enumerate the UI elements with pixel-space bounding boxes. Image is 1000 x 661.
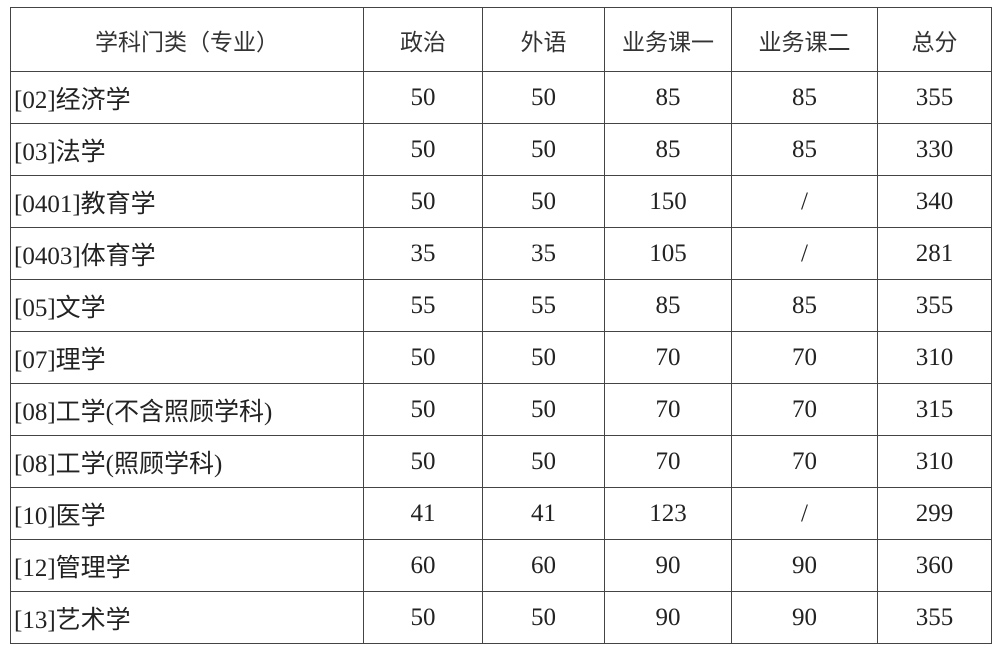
cell-course-2: 70: [731, 331, 878, 384]
cell-course-2: /: [731, 487, 878, 540]
cell-discipline: [08]工学(照顾学科): [10, 435, 364, 488]
cell-course-1: 85: [604, 279, 732, 332]
cell-discipline: [03]法学: [10, 123, 364, 176]
cell-politics: 55: [363, 279, 483, 332]
cell-total: 360: [877, 539, 992, 592]
cell-foreign-language: 50: [482, 123, 605, 176]
cell-discipline: [13]艺术学: [10, 591, 364, 644]
cell-foreign-language: 55: [482, 279, 605, 332]
header-discipline: 学科门类（专业）: [10, 7, 364, 72]
cell-discipline: [12]管理学: [10, 539, 364, 592]
cell-total: 281: [877, 227, 992, 280]
cell-foreign-language: 50: [482, 435, 605, 488]
table-row: [13]艺术学 50 50 90 90 355: [10, 591, 992, 644]
cell-course-1: 70: [604, 331, 732, 384]
cell-politics: 50: [363, 175, 483, 228]
cell-course-2: /: [731, 227, 878, 280]
cell-politics: 60: [363, 539, 483, 592]
cell-politics: 50: [363, 71, 483, 124]
cell-total: 355: [877, 279, 992, 332]
cell-politics: 50: [363, 123, 483, 176]
header-politics: 政治: [363, 7, 483, 72]
cell-discipline: [10]医学: [10, 487, 364, 540]
cell-course-2: 85: [731, 123, 878, 176]
cell-course-1: 85: [604, 71, 732, 124]
header-course-2: 业务课二: [731, 7, 878, 72]
header-row: 学科门类（专业） 政治 外语 业务课一 业务课二 总分: [10, 7, 992, 72]
cell-discipline: [0403]体育学: [10, 227, 364, 280]
table-row: [05]文学 55 55 85 85 355: [10, 279, 992, 332]
table-row: [03]法学 50 50 85 85 330: [10, 123, 992, 176]
cell-discipline: [08]工学(不含照顾学科): [10, 383, 364, 436]
cell-course-1: 105: [604, 227, 732, 280]
cell-foreign-language: 50: [482, 383, 605, 436]
table-row: [02]经济学 50 50 85 85 355: [10, 71, 992, 124]
table-row: [10]医学 41 41 123/299: [10, 487, 992, 540]
table-row: [07]理学 50 50 70 70 310: [10, 331, 992, 384]
table-row: [0403]体育学 35 35 105/281: [10, 227, 992, 280]
cell-foreign-language: 50: [482, 175, 605, 228]
cell-foreign-language: 35: [482, 227, 605, 280]
cell-foreign-language: 41: [482, 487, 605, 540]
cell-politics: 50: [363, 331, 483, 384]
header-course-1: 业务课一: [604, 7, 732, 72]
cell-foreign-language: 60: [482, 539, 605, 592]
cell-politics: 50: [363, 383, 483, 436]
cell-total: 340: [877, 175, 992, 228]
cell-total: 310: [877, 435, 992, 488]
cell-course-2: 90: [731, 591, 878, 644]
cell-foreign-language: 50: [482, 591, 605, 644]
cell-total: 310: [877, 331, 992, 384]
cell-foreign-language: 50: [482, 331, 605, 384]
cell-total: 355: [877, 591, 992, 644]
cell-course-2: 85: [731, 279, 878, 332]
cell-total: 299: [877, 487, 992, 540]
cell-course-1: 70: [604, 435, 732, 488]
header-total: 总分: [877, 7, 992, 72]
cell-course-1: 70: [604, 383, 732, 436]
cell-foreign-language: 50: [482, 71, 605, 124]
cell-course-1: 90: [604, 591, 732, 644]
cell-total: 330: [877, 123, 992, 176]
cell-discipline: [07]理学: [10, 331, 364, 384]
cell-course-1: 123: [604, 487, 732, 540]
table-row: [08]工学(照顾学科) 50 50 70 70 310: [10, 435, 992, 488]
cell-course-2: 70: [731, 383, 878, 436]
cell-course-2: 85: [731, 71, 878, 124]
score-table: 学科门类（专业） 政治 外语 业务课一 业务课二 总分 [02]经济学 50 50 8…: [10, 7, 992, 644]
cell-course-2: /: [731, 175, 878, 228]
cell-politics: 41: [363, 487, 483, 540]
cell-politics: 50: [363, 435, 483, 488]
cell-course-2: 70: [731, 435, 878, 488]
cell-course-2: 90: [731, 539, 878, 592]
table-row: [0401]教育学 50 50 150/340: [10, 175, 992, 228]
header-foreign-language: 外语: [482, 7, 605, 72]
cell-course-1: 85: [604, 123, 732, 176]
cell-politics: 50: [363, 591, 483, 644]
cell-course-1: 150: [604, 175, 732, 228]
cell-discipline: [0401]教育学: [10, 175, 364, 228]
cell-discipline: [05]文学: [10, 279, 364, 332]
cell-course-1: 90: [604, 539, 732, 592]
table-row: [12]管理学 60 60 90 90 360: [10, 539, 992, 592]
cell-total: 315: [877, 383, 992, 436]
table-row: [08]工学(不含照顾学科) 50 50 70 70 315: [10, 383, 992, 436]
cell-discipline: [02]经济学: [10, 71, 364, 124]
cell-total: 355: [877, 71, 992, 124]
cell-politics: 35: [363, 227, 483, 280]
